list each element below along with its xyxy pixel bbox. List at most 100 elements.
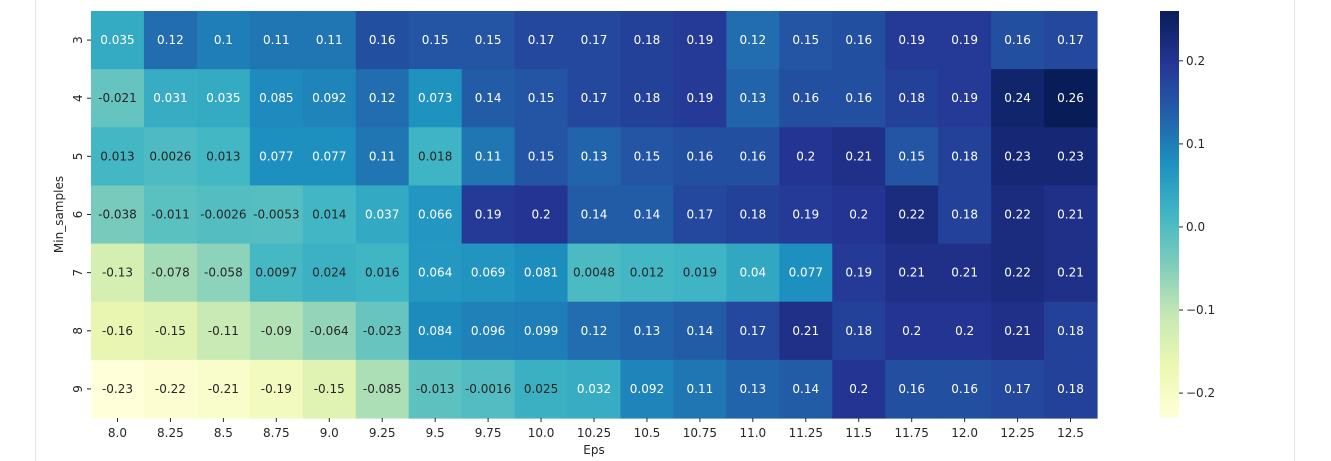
heatmap-cell [514, 359, 569, 419]
cell-value-label: 0.19 [792, 208, 819, 222]
heatmap-cell [355, 359, 410, 419]
cell-value-label: 0.14 [634, 208, 661, 222]
y-tick-label: 7 [71, 269, 85, 277]
heatmap-cell [408, 301, 463, 361]
cell-value-label: 0.15 [634, 149, 661, 163]
cell-value-label: 0.15 [475, 33, 502, 47]
cell-value-label: 0.16 [739, 149, 766, 163]
heatmap-cell [302, 243, 357, 303]
cell-value-label: -0.09 [261, 324, 292, 338]
y-tick-label: 9 [71, 385, 85, 393]
cell-value-label: 0.19 [951, 91, 978, 105]
heatmap-cell [779, 301, 833, 361]
heatmap-cell [196, 359, 251, 419]
cell-value-label: 0.0048 [573, 266, 615, 280]
heatmap-cell [620, 359, 675, 419]
x-tick-label: 9.25 [369, 426, 396, 440]
heatmap-cell [726, 185, 780, 245]
cell-value-label: 0.12 [369, 91, 396, 105]
cell-value-label: 0.18 [1057, 324, 1084, 338]
colorbar: 0.2 0.1 0.0 −0.1 −0.2 [1160, 11, 1215, 418]
cell-value-label: 0.064 [418, 266, 452, 280]
cell-value-label: -0.064 [310, 324, 349, 338]
cell-value-label: 0.12 [739, 33, 766, 47]
heatmap-cell [726, 359, 780, 419]
cell-value-label: 0.12 [581, 324, 608, 338]
heatmap-cell [885, 127, 939, 187]
cell-value-label: -0.0026 [200, 208, 246, 222]
heatmap-cell [249, 69, 304, 128]
cell-value-label: -0.058 [204, 266, 243, 280]
cell-value-label: 0.069 [471, 266, 505, 280]
heatmap-cell [779, 69, 833, 128]
heatmap-cell [673, 359, 727, 419]
heatmap-cell [143, 127, 198, 187]
cell-value-label: 0.23 [1004, 149, 1031, 163]
cell-value-label: 0.031 [153, 91, 187, 105]
cell-value-label: 0.066 [418, 208, 452, 222]
heatmap-cell [938, 301, 992, 361]
heatmap-cell [514, 185, 569, 245]
cell-value-label: -0.0016 [465, 382, 511, 396]
heatmap-cell [514, 301, 569, 361]
colorbar-tick-label: −0.2 [1186, 386, 1215, 400]
heatmap-cell [673, 243, 727, 303]
cell-value-label: -0.15 [155, 324, 186, 338]
heatmap-cell [408, 243, 463, 303]
x-tick-label: 9.75 [475, 426, 502, 440]
cell-value-label: 0.012 [630, 266, 664, 280]
cell-value-label: 0.2 [849, 208, 868, 222]
cell-value-label: 0.18 [951, 208, 978, 222]
heatmap-cell [461, 243, 516, 303]
heatmap-cell [938, 11, 992, 70]
heatmap-cell [567, 359, 622, 419]
x-tick-label: 12.25 [1000, 426, 1034, 440]
x-tick-label: 10.5 [634, 426, 661, 440]
heatmap-cell [885, 243, 939, 303]
heatmap-cell [726, 11, 780, 70]
heatmap-cell [620, 243, 675, 303]
cell-value-label: 0.17 [739, 324, 766, 338]
heatmap-cell [779, 359, 833, 419]
heatmap-cells [91, 11, 1098, 419]
heatmap-cell [408, 127, 463, 187]
x-tick-label: 10.25 [577, 426, 611, 440]
cell-value-label: 0.14 [687, 324, 714, 338]
cell-value-label: -0.13 [102, 266, 133, 280]
heatmap-cell [196, 185, 251, 245]
cell-value-label: 0.24 [1004, 91, 1031, 105]
cell-value-label: 0.11 [687, 382, 714, 396]
cell-value-label: -0.038 [98, 208, 137, 222]
cell-value-label: -0.21 [208, 382, 239, 396]
heatmap-cell [302, 11, 357, 70]
cell-value-label: 0.18 [1057, 382, 1084, 396]
cell-value-label: 0.21 [898, 266, 925, 280]
heatmap-cell [567, 127, 622, 187]
heatmap-cell [355, 69, 410, 128]
cell-value-label: -0.16 [102, 324, 133, 338]
heatmap-cell [991, 243, 1045, 303]
heatmap-cell [832, 301, 886, 361]
heatmap-cell [620, 127, 675, 187]
heatmap-cell [196, 69, 251, 128]
heatmap-cell [885, 185, 939, 245]
x-tick-label: 8.5 [214, 426, 233, 440]
heatmap-cell [832, 185, 886, 245]
heatmap-cell [143, 359, 198, 419]
heatmap-cell [620, 11, 675, 70]
heatmap-cell [726, 243, 780, 303]
cell-value-label: -0.085 [363, 382, 402, 396]
heatmap-cell [1044, 359, 1098, 419]
cell-value-label: -0.023 [363, 324, 402, 338]
cell-value-label: 0.21 [1004, 324, 1031, 338]
heatmap-cell [461, 185, 516, 245]
heatmap-cell [249, 127, 304, 187]
cell-value-label: 0.11 [475, 149, 502, 163]
heatmap-cell [91, 127, 145, 187]
heatmap-cell [143, 185, 198, 245]
heatmap-cell [567, 69, 622, 128]
heatmap-cell [143, 301, 198, 361]
heatmap-cell [885, 69, 939, 128]
cell-value-label: 0.19 [951, 33, 978, 47]
